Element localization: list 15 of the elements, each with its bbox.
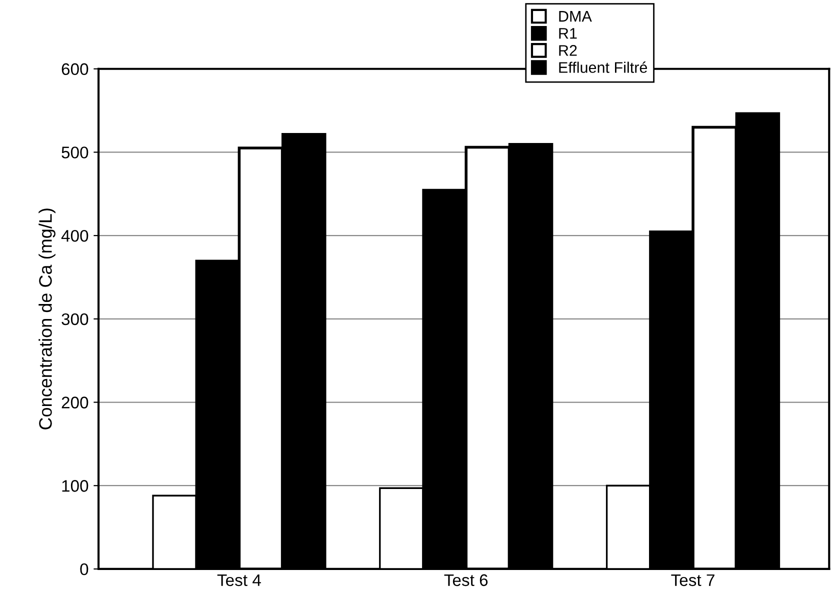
legend-label: R2 (559, 45, 577, 56)
y-tick-label: 400 (61, 230, 88, 242)
y-tick-label: 100 (62, 480, 88, 492)
x-tick-label: Test 4 (217, 574, 261, 586)
x-tick-label: Test 7 (671, 574, 714, 586)
y-tick-label: 600 (62, 63, 88, 76)
legend-label: Effluent Filtré (559, 62, 648, 73)
y-axis-title: Concentration de Ca (mg/L) (38, 208, 56, 430)
legend-label: DMA (559, 11, 592, 22)
y-tick-label: 500 (62, 146, 88, 158)
x-tick-label: Test 6 (444, 574, 488, 586)
y-tick-label: 200 (62, 396, 88, 408)
legend-label: R1 (559, 28, 577, 39)
y-tick-label: 0 (80, 563, 88, 576)
y-tick-label: 300 (62, 313, 88, 326)
